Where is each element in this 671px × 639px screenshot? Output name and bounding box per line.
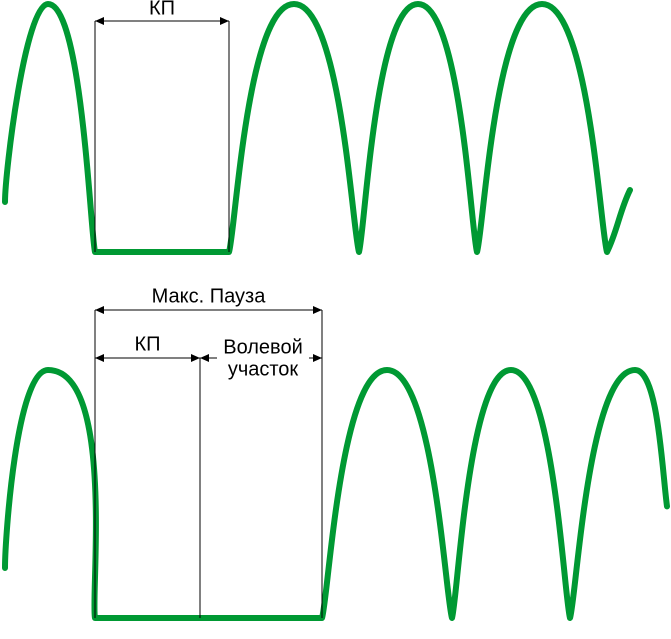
label-volevoy-line1: Волевой — [223, 336, 303, 358]
breathing-wave-bottom — [5, 370, 667, 618]
dimension-kp-top — [95, 17, 229, 252]
label-kp-top: КП — [149, 0, 175, 19]
label-max-pause: Макс. Пауза — [152, 285, 267, 307]
waveform-diagram: КП Макс. Пауза КП Волевойучасток — [0, 0, 671, 639]
label-kp-bottom: КП — [134, 333, 160, 355]
breathing-wave-top — [5, 4, 630, 252]
label-volevoy-line2: участок — [228, 358, 299, 380]
